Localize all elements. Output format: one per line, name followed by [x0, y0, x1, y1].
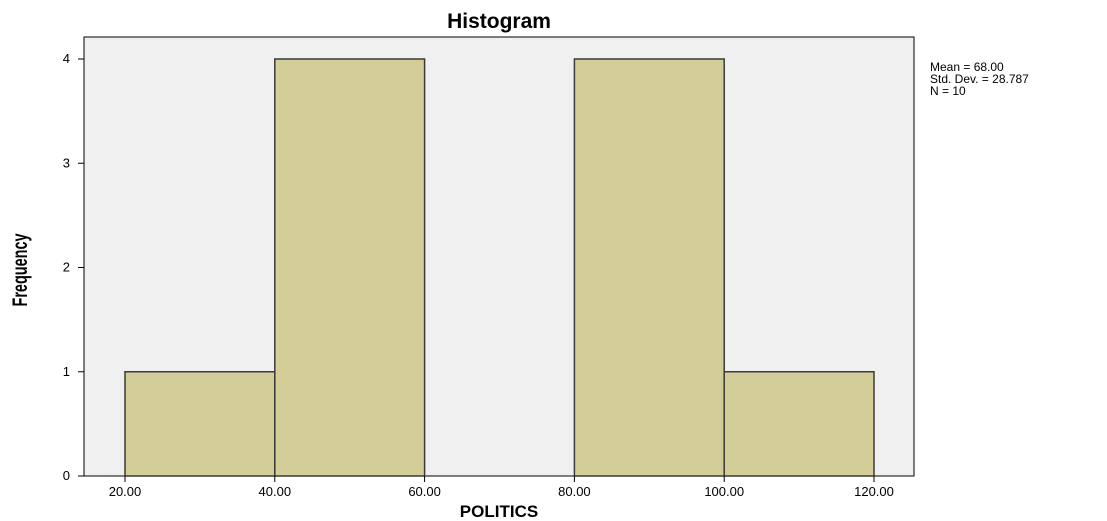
x-tick-label: 40.00: [259, 484, 292, 499]
y-axis-title: Frequency: [8, 233, 31, 306]
y-tick-label: 1: [63, 364, 70, 379]
chart-title: Histogram: [447, 10, 551, 33]
x-tick-label: 120.00: [854, 484, 894, 499]
y-tick-label: 4: [63, 51, 70, 66]
histogram-bar: [124, 371, 276, 477]
x-tick-label: 80.00: [558, 484, 591, 499]
stats-n: N = 10: [930, 84, 966, 98]
x-tick-label: 20.00: [109, 484, 142, 499]
x-tick-label: 100.00: [704, 484, 744, 499]
y-tick-label: 0: [63, 468, 70, 483]
stats-mean: Mean = 68.00: [930, 60, 1004, 74]
stats-std-dev: Std. Dev. = 28.787: [930, 72, 1029, 86]
stats-box: Mean = 68.00 Std. Dev. = 28.787 N = 10: [930, 60, 1029, 98]
y-axis: 0 1 2 3 4: [63, 51, 84, 483]
y-tick-label: 3: [63, 155, 70, 170]
x-tick-label: 60.00: [408, 484, 441, 499]
histogram-bar: [573, 58, 725, 477]
x-axis: 20.00 40.00 60.00 80.00 100.00 120.00: [109, 476, 894, 499]
histogram-bar: [274, 58, 426, 477]
x-axis-title: POLITICS: [460, 502, 538, 521]
histogram-bar: [723, 371, 875, 477]
y-tick-label: 2: [63, 260, 70, 275]
bars-group: [124, 58, 875, 477]
